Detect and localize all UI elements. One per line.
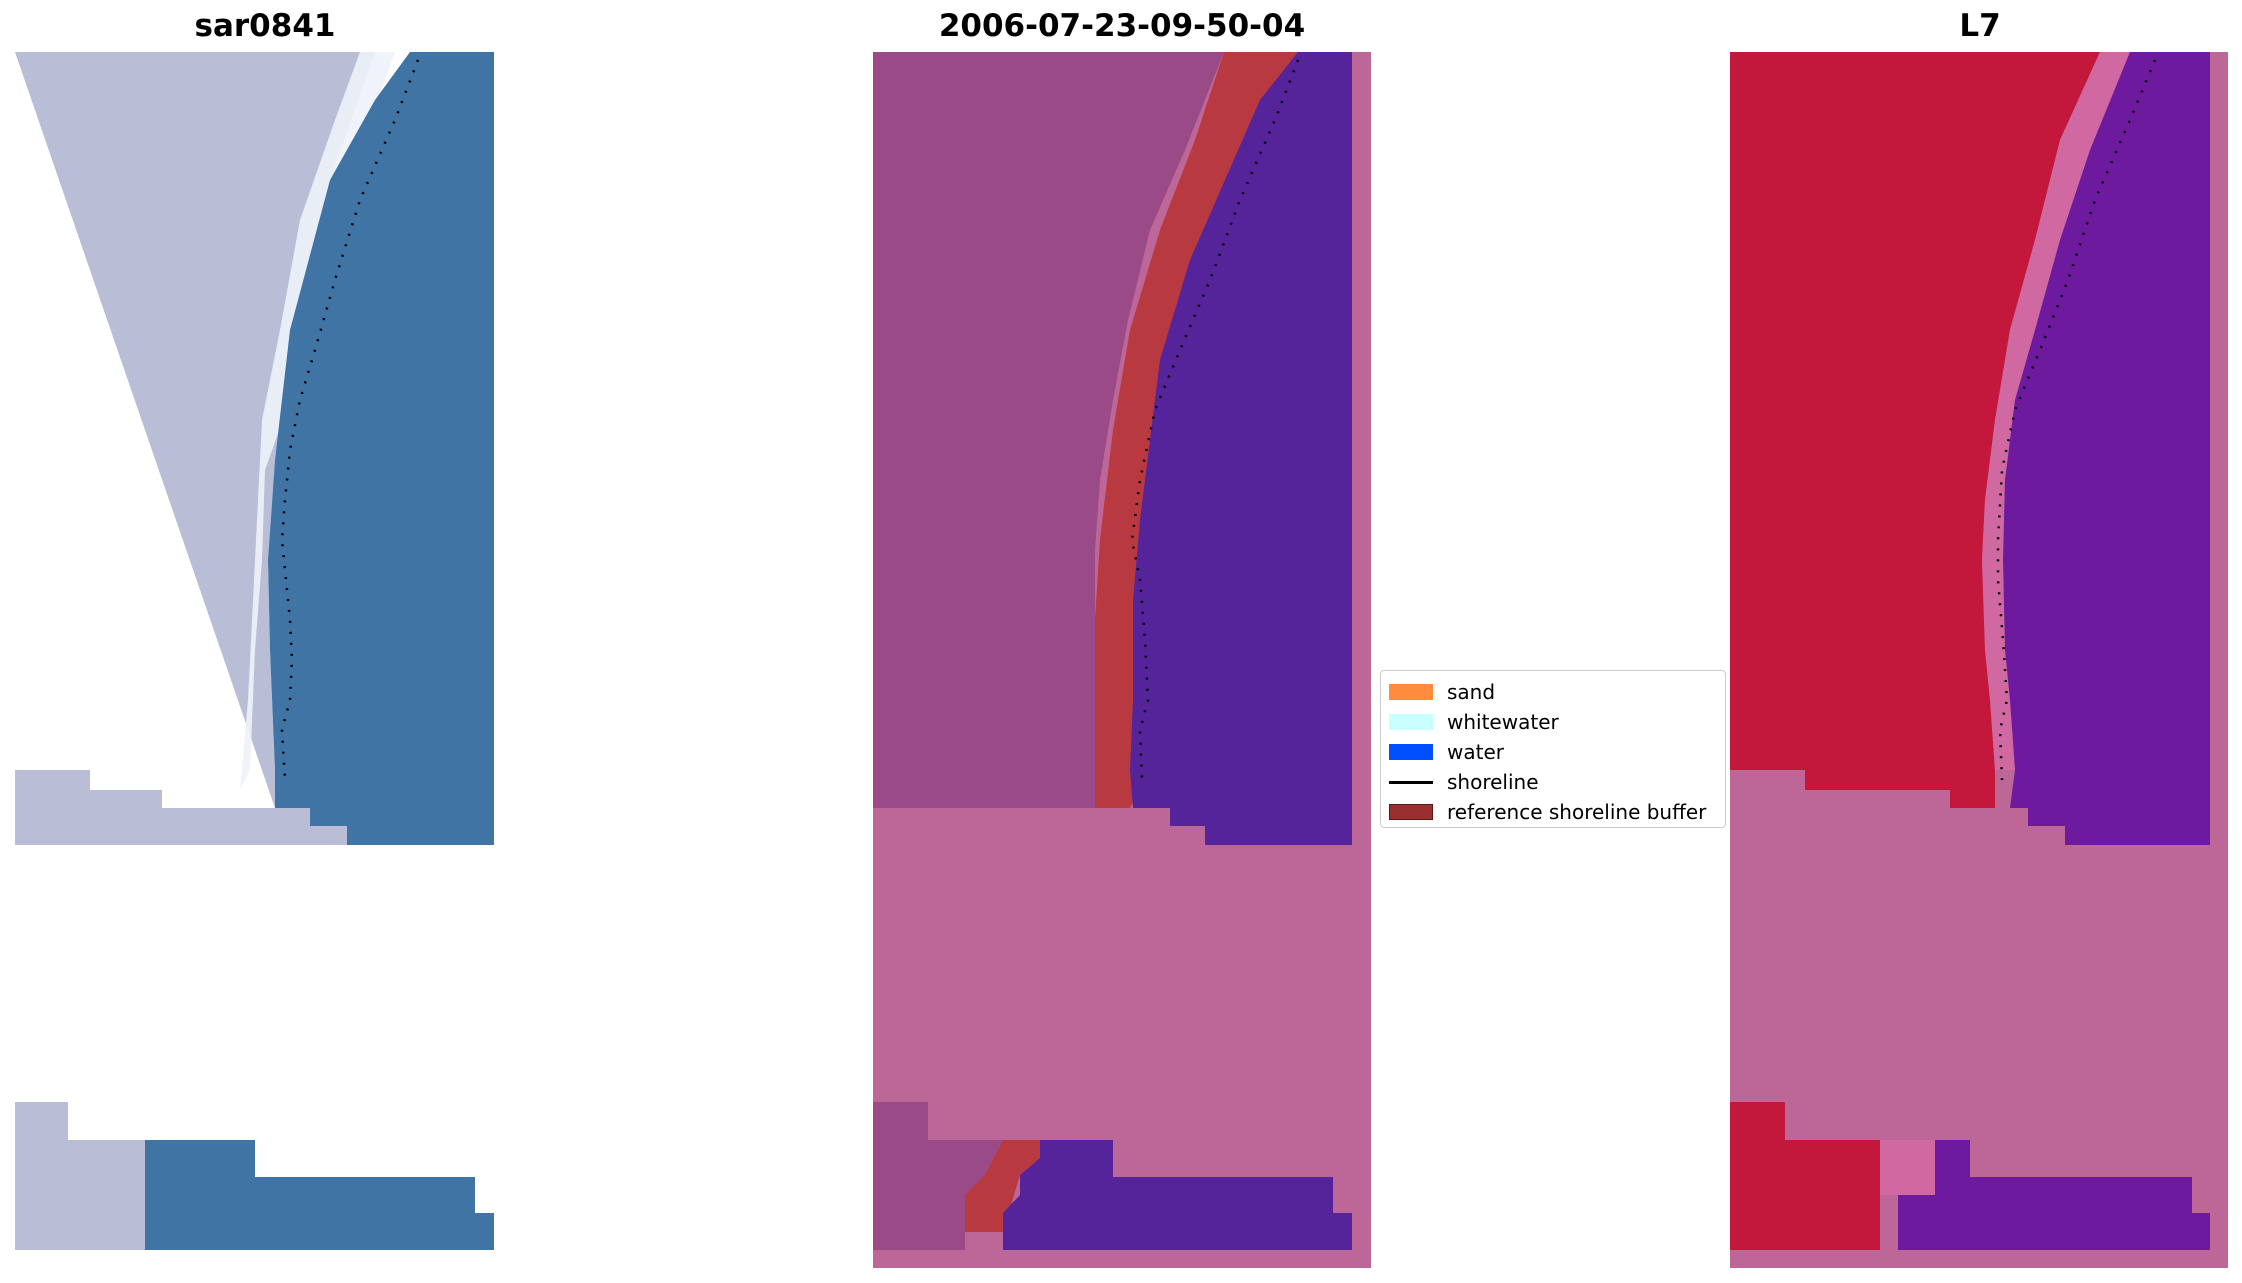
rgb-land-bottom [15, 1102, 145, 1250]
whitewater-swatch [1389, 714, 1433, 730]
ndwi-water-bottom [1898, 1140, 2210, 1250]
water-swatch [1389, 744, 1433, 760]
legend-label-water: water [1447, 740, 1504, 764]
rgb-land-region [15, 52, 375, 845]
legend-item-shoreline: shoreline [1389, 767, 1717, 797]
ndwi-land-lower [1730, 770, 1995, 808]
legend-item-reference-shoreline-buffer: reference shoreline buffer [1389, 797, 1717, 827]
classified-land-lower [873, 770, 1130, 808]
rgb-water-region [268, 52, 494, 845]
panel-title-ndwi: L7 [1959, 8, 2001, 44]
buffer-bottom [965, 1140, 1040, 1232]
rgb-water-bottom [145, 1140, 494, 1250]
legend-item-sand: sand [1389, 677, 1717, 707]
reference-shoreline-buffer [1095, 52, 1298, 808]
buffer-swatch [1389, 804, 1433, 820]
rgb-image [15, 52, 494, 1250]
legend: sand whitewater water shoreline referenc… [1380, 670, 1726, 828]
classified-water-bottom [1003, 1140, 1352, 1250]
legend-label-whitewater: whitewater [1447, 710, 1559, 734]
panel-title-rgb: sar0841 [194, 8, 336, 44]
ndwi-image [1730, 52, 2228, 1268]
legend-item-whitewater: whitewater [1389, 707, 1717, 737]
legend-label-reference-shoreline-buffer: reference shoreline buffer [1447, 800, 1707, 824]
legend-label-sand: sand [1447, 680, 1496, 704]
classification-shoreline [1130, 59, 1300, 781]
classified-water [1130, 52, 1352, 845]
ndwi-land-bottom [1730, 1102, 1880, 1250]
ndwi-transition [1982, 52, 2130, 770]
legend-item-water: water [1389, 737, 1717, 767]
ndwi-water [2003, 52, 2210, 845]
ndwi-land [1730, 52, 2100, 770]
classified-land [873, 52, 1224, 770]
legend-label-shoreline: shoreline [1447, 770, 1539, 794]
rgb-whitewater-band [240, 52, 395, 790]
sand-swatch [1389, 684, 1433, 700]
classification-image [873, 52, 1371, 1268]
panel-title-classification: 2006-07-23-09-50-04 [938, 8, 1306, 44]
shoreline-line-swatch [1389, 780, 1433, 784]
